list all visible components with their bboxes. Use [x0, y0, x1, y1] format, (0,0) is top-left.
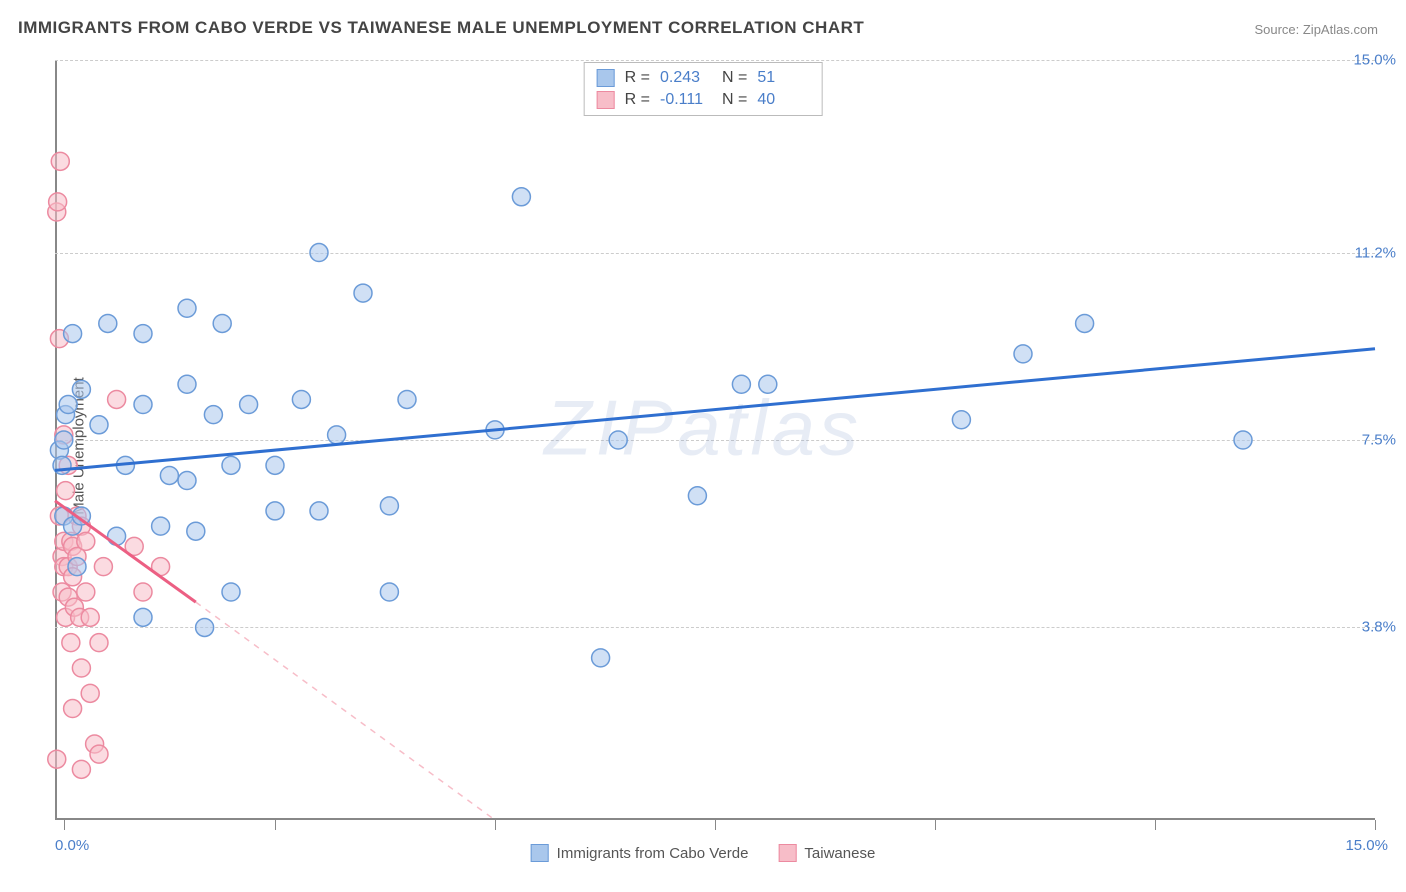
scatter-point	[354, 284, 372, 302]
legend-row-series-2: R = -0.111 N = 40	[597, 89, 810, 111]
x-axis-min-label: 0.0%	[55, 837, 89, 854]
scatter-point	[160, 466, 178, 484]
scatter-point	[99, 314, 117, 332]
legend-bottom-item-2: Taiwanese	[778, 844, 875, 862]
scatter-point	[152, 517, 170, 535]
x-tick-mark	[715, 820, 716, 830]
scatter-point	[222, 583, 240, 601]
scatter-point	[134, 396, 152, 414]
scatter-point	[134, 608, 152, 626]
legend-n-value-1: 51	[757, 69, 809, 87]
scatter-point	[222, 456, 240, 474]
x-tick-mark	[1375, 820, 1376, 830]
scatter-point	[266, 456, 284, 474]
legend-r-label-2: R =	[625, 91, 650, 109]
x-tick-mark	[1155, 820, 1156, 830]
legend-bottom-swatch-1	[531, 844, 549, 862]
scatter-point	[328, 426, 346, 444]
x-tick-mark	[935, 820, 936, 830]
legend-row-series-1: R = 0.243 N = 51	[597, 67, 810, 89]
scatter-point	[51, 152, 69, 170]
scatter-point	[380, 583, 398, 601]
x-axis-max-label: 15.0%	[1345, 837, 1388, 854]
scatter-point	[64, 325, 82, 343]
correlation-legend: R = 0.243 N = 51 R = -0.111 N = 40	[584, 62, 823, 116]
scatter-point	[55, 431, 73, 449]
scatter-point	[732, 375, 750, 393]
scatter-point	[178, 299, 196, 317]
scatter-point	[68, 558, 86, 576]
scatter-point	[196, 618, 214, 636]
legend-bottom-swatch-2	[778, 844, 796, 862]
scatter-point	[213, 314, 231, 332]
scatter-point	[204, 406, 222, 424]
scatter-point	[1014, 345, 1032, 363]
legend-bottom-label-2: Taiwanese	[804, 845, 875, 862]
scatter-point	[72, 380, 90, 398]
legend-swatch-1	[597, 69, 615, 87]
scatter-point	[64, 700, 82, 718]
scatter-point	[90, 634, 108, 652]
scatter-svg	[55, 60, 1375, 820]
scatter-point	[1076, 314, 1094, 332]
scatter-point	[72, 659, 90, 677]
scatter-point	[81, 608, 99, 626]
legend-swatch-2	[597, 91, 615, 109]
scatter-point	[72, 760, 90, 778]
legend-bottom-label-1: Immigrants from Cabo Verde	[557, 845, 749, 862]
legend-r-label-1: R =	[625, 69, 650, 87]
series-legend: Immigrants from Cabo Verde Taiwanese	[531, 844, 876, 862]
scatter-point	[266, 502, 284, 520]
scatter-point	[134, 325, 152, 343]
legend-bottom-item-1: Immigrants from Cabo Verde	[531, 844, 749, 862]
scatter-point	[609, 431, 627, 449]
scatter-point	[310, 244, 328, 262]
x-tick-mark	[495, 820, 496, 830]
scatter-point	[512, 188, 530, 206]
scatter-point	[592, 649, 610, 667]
scatter-point	[134, 583, 152, 601]
scatter-point	[759, 375, 777, 393]
scatter-point	[178, 375, 196, 393]
scatter-point	[187, 522, 205, 540]
scatter-point	[108, 527, 126, 545]
x-tick-mark	[275, 820, 276, 830]
scatter-point	[240, 396, 258, 414]
scatter-point	[952, 411, 970, 429]
scatter-point	[59, 396, 77, 414]
scatter-point	[62, 634, 80, 652]
legend-r-value-1: 0.243	[660, 69, 712, 87]
scatter-point	[94, 558, 112, 576]
scatter-point	[292, 390, 310, 408]
scatter-point	[57, 482, 75, 500]
legend-n-label-2: N =	[722, 91, 747, 109]
legend-n-label-1: N =	[722, 69, 747, 87]
scatter-point	[49, 193, 67, 211]
legend-n-value-2: 40	[757, 91, 809, 109]
source-attribution: Source: ZipAtlas.com	[1254, 22, 1378, 37]
chart-container: IMMIGRANTS FROM CABO VERDE VS TAIWANESE …	[0, 0, 1406, 892]
scatter-point	[380, 497, 398, 515]
scatter-point	[108, 390, 126, 408]
chart-title: IMMIGRANTS FROM CABO VERDE VS TAIWANESE …	[18, 18, 864, 38]
scatter-point	[77, 583, 95, 601]
scatter-point	[688, 487, 706, 505]
x-tick-mark	[64, 820, 65, 830]
scatter-point	[398, 390, 416, 408]
scatter-point	[77, 532, 95, 550]
scatter-point	[81, 684, 99, 702]
trend-line	[196, 602, 495, 820]
legend-r-value-2: -0.111	[660, 91, 712, 109]
scatter-point	[1234, 431, 1252, 449]
scatter-point	[90, 416, 108, 434]
scatter-point	[90, 745, 108, 763]
scatter-point	[48, 750, 66, 768]
scatter-point	[310, 502, 328, 520]
scatter-point	[178, 472, 196, 490]
